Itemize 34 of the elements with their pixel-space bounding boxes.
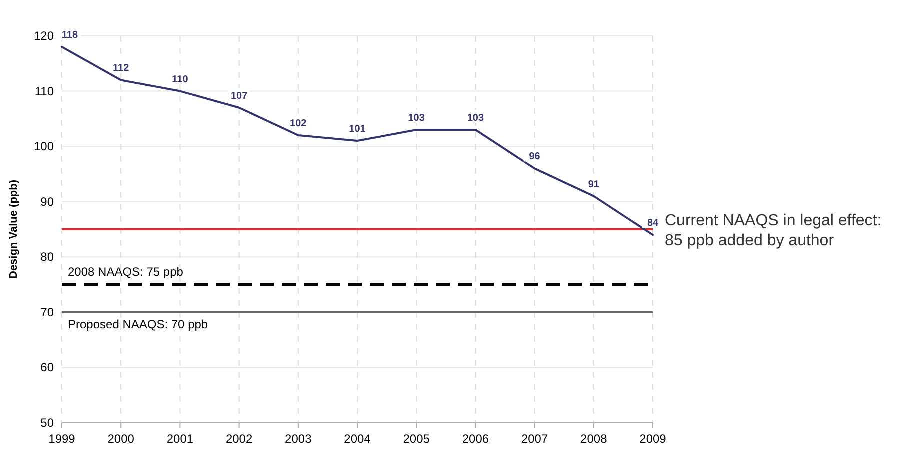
x-tick-label: 2006: [462, 432, 490, 446]
y-tick-label: 100: [34, 140, 54, 154]
y-axis-title: Design Value (ppb): [8, 180, 20, 280]
ref-line-label: 2008 NAAQS: 75 ppb: [68, 264, 184, 279]
data-label: 96: [529, 152, 541, 163]
data-label: 118: [62, 30, 78, 42]
x-tick-label: 1999: [48, 432, 76, 446]
x-tick-label: 2009: [640, 432, 667, 446]
data-label: 112: [113, 63, 130, 74]
x-tick-label: 2003: [285, 432, 312, 446]
y-tick-label: 110: [34, 84, 54, 98]
data-label: 91: [588, 179, 600, 190]
ref-line-label: Proposed NAAQS: 70 ppb: [68, 317, 208, 332]
x-tick-label: 2000: [108, 432, 135, 446]
y-tick-label: 120: [34, 29, 54, 43]
x-tick-label: 2004: [344, 432, 372, 446]
data-label: 103: [467, 112, 484, 124]
y-tick-label: 70: [40, 305, 54, 320]
ref-line-label: Current NAAQS in legal effect: 85 ppb added by author: [665, 212, 882, 250]
y-tick-label: 50: [40, 416, 54, 430]
data-label: 102: [290, 118, 308, 130]
y-tick-label: 80: [40, 250, 54, 264]
x-tick-label: 2001: [166, 432, 194, 446]
data-label: 84: [647, 218, 659, 230]
data-label: 107: [230, 90, 248, 102]
x-tick-label: 2008: [580, 432, 608, 446]
x-tick-label: 2007: [521, 432, 548, 446]
x-tick-label: 2002: [226, 432, 253, 446]
data-label: 103: [408, 112, 426, 124]
data-label: 110: [172, 74, 189, 86]
y-tick-label: 90: [40, 194, 54, 209]
data-label: 101: [349, 124, 366, 136]
x-tick-label: 2005: [403, 432, 430, 446]
y-tick-label: 60: [40, 360, 54, 375]
